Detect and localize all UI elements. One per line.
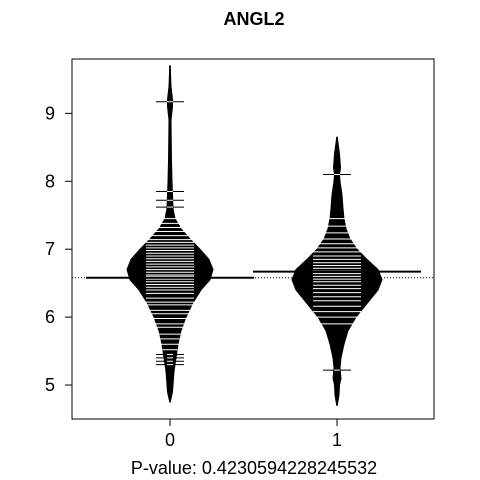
plot-area (72, 65, 434, 406)
x-tick-label: 0 (165, 430, 175, 450)
chart-title: ANGL2 (223, 9, 284, 29)
y-tick-label: 7 (45, 239, 55, 259)
y-tick-label: 9 (45, 103, 55, 123)
x-axis-label: P-value: 0.4230594228245532 (131, 458, 377, 478)
y-axis: 5 6 7 8 9 (45, 103, 73, 395)
x-tick-label: 1 (332, 430, 342, 450)
plot-frame (71, 58, 435, 420)
y-tick-label: 6 (45, 307, 55, 327)
y-tick-label: 8 (45, 171, 55, 191)
y-tick-label: 5 (45, 375, 55, 395)
